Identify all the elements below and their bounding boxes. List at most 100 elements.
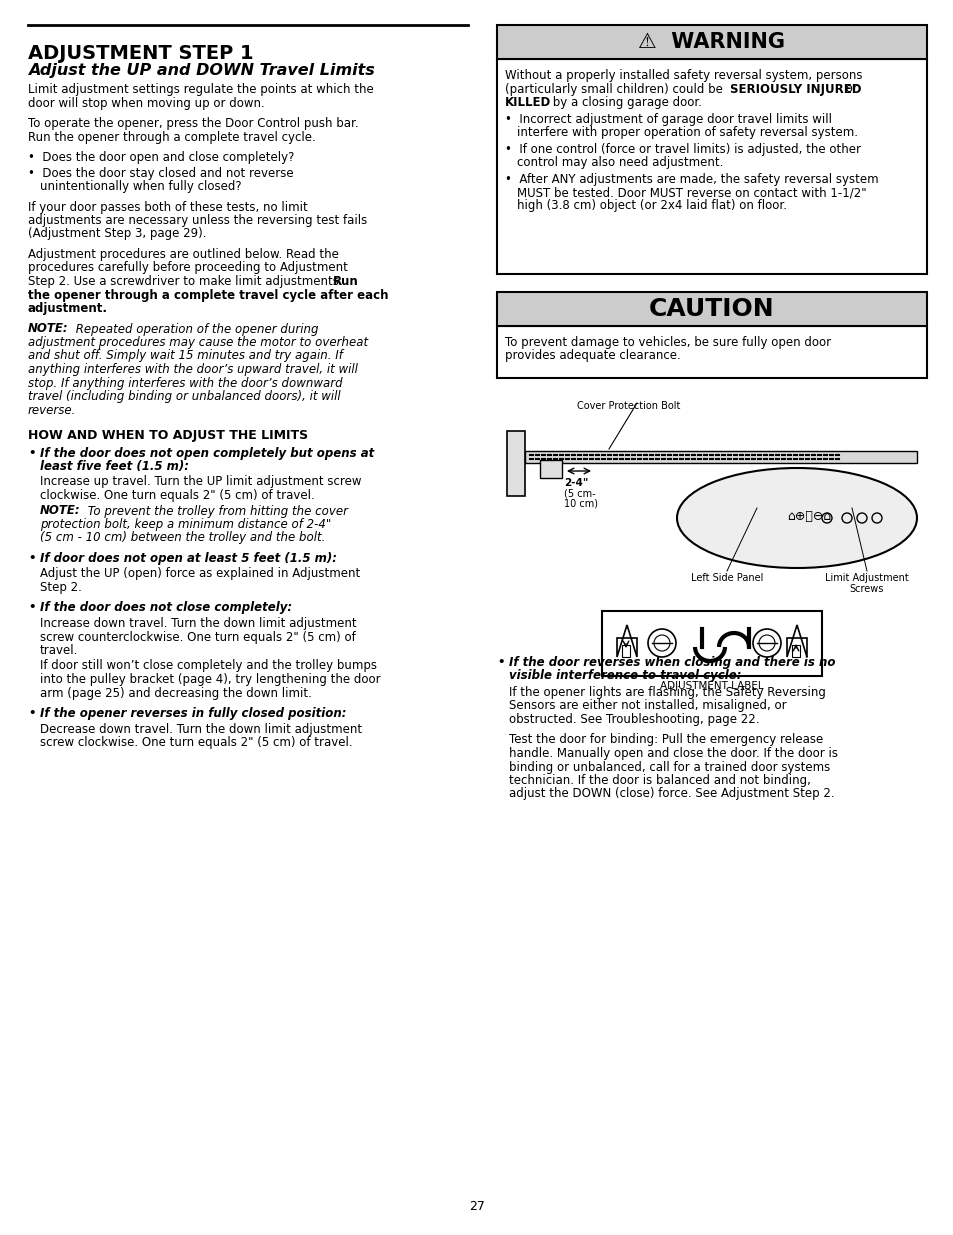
Text: unintentionally when fully closed?: unintentionally when fully closed? — [40, 180, 241, 193]
Text: technician. If the door is balanced and not binding,: technician. If the door is balanced and … — [509, 774, 810, 787]
Circle shape — [654, 635, 669, 651]
Text: •: • — [28, 706, 35, 720]
Text: control may also need adjustment.: control may also need adjustment. — [517, 156, 722, 169]
Text: •: • — [28, 552, 35, 564]
Circle shape — [752, 629, 781, 657]
Text: If the door does not close completely:: If the door does not close completely: — [40, 601, 292, 615]
Text: If the opener lights are flashing, the Safety Reversing: If the opener lights are flashing, the S… — [509, 685, 825, 699]
Text: •: • — [28, 447, 35, 459]
Text: Sensors are either not installed, misaligned, or: Sensors are either not installed, misali… — [509, 699, 786, 713]
Text: CAUTION: CAUTION — [648, 296, 774, 321]
Bar — [497, 59, 926, 274]
Text: Adjust the UP (open) force as explained in Adjustment: Adjust the UP (open) force as explained … — [40, 568, 360, 580]
Text: SERIOUSLY INJURED: SERIOUSLY INJURED — [729, 83, 861, 95]
Bar — [497, 25, 926, 59]
Bar — [539, 459, 561, 478]
Text: 2-4": 2-4" — [563, 478, 588, 488]
Text: visible interference to travel cycle:: visible interference to travel cycle: — [509, 669, 740, 683]
Text: NOTE:: NOTE: — [28, 322, 69, 336]
Bar — [497, 326, 926, 378]
Text: Cover Protection Bolt: Cover Protection Bolt — [577, 401, 679, 411]
Text: interfere with proper operation of safety reversal system.: interfere with proper operation of safet… — [517, 126, 857, 140]
Circle shape — [759, 635, 774, 651]
Text: •  Does the door stay closed and not reverse: • Does the door stay closed and not reve… — [28, 167, 294, 179]
Text: high (3.8 cm) object (or 2x4 laid flat) on floor.: high (3.8 cm) object (or 2x4 laid flat) … — [517, 200, 786, 212]
Text: Left Side Panel: Left Side Panel — [690, 573, 762, 583]
Text: protection bolt, keep a minimum distance of 2-4": protection bolt, keep a minimum distance… — [40, 517, 331, 531]
Text: and shut off. Simply wait 15 minutes and try again. If: and shut off. Simply wait 15 minutes and… — [28, 350, 342, 363]
Text: ⚠  WARNING: ⚠ WARNING — [638, 32, 784, 52]
Text: clockwise. One turn equals 2" (5 cm) of travel.: clockwise. One turn equals 2" (5 cm) of … — [40, 489, 314, 501]
Text: stop. If anything interferes with the door’s downward: stop. If anything interferes with the do… — [28, 377, 342, 389]
Text: into the pulley bracket (page 4), try lengthening the door: into the pulley bracket (page 4), try le… — [40, 673, 380, 685]
Text: Increase down travel. Turn the down limit adjustment: Increase down travel. Turn the down limi… — [40, 618, 356, 630]
Text: arm (page 25) and decreasing the down limit.: arm (page 25) and decreasing the down li… — [40, 687, 312, 699]
Text: provides adequate clearance.: provides adequate clearance. — [504, 350, 680, 363]
Text: Step 2.: Step 2. — [40, 580, 82, 594]
Text: Step 2. Use a screwdriver to make limit adjustments.: Step 2. Use a screwdriver to make limit … — [28, 275, 346, 288]
Text: HOW AND WHEN TO ADJUST THE LIMITS: HOW AND WHEN TO ADJUST THE LIMITS — [28, 429, 308, 442]
Text: Without a properly installed safety reversal system, persons: Without a properly installed safety reve… — [504, 69, 862, 82]
Text: procedures carefully before proceeding to Adjustment: procedures carefully before proceeding t… — [28, 262, 348, 274]
Text: reverse.: reverse. — [28, 404, 76, 416]
Text: If the opener reverses in fully closed position:: If the opener reverses in fully closed p… — [40, 706, 346, 720]
Text: adjust the DOWN (close) force. See Adjustment Step 2.: adjust the DOWN (close) force. See Adjus… — [509, 788, 834, 800]
Text: Run: Run — [333, 275, 358, 288]
Text: If the door reverses when closing and there is no: If the door reverses when closing and th… — [509, 656, 835, 669]
Text: •  If one control (force or travel limits) is adjusted, the other: • If one control (force or travel limits… — [504, 142, 861, 156]
Text: screw clockwise. One turn equals 2" (5 cm) of travel.: screw clockwise. One turn equals 2" (5 c… — [40, 736, 353, 748]
Text: Adjust the UP and DOWN Travel Limits: Adjust the UP and DOWN Travel Limits — [28, 63, 375, 78]
Text: If the door does not open completely but opens at: If the door does not open completely but… — [40, 447, 374, 459]
Text: the opener through a complete travel cycle after each: the opener through a complete travel cyc… — [28, 289, 388, 301]
Text: ⌂⊕⧖⊖⌂: ⌂⊕⧖⊖⌂ — [786, 510, 830, 522]
Text: ADJUSTMENT LABEL: ADJUSTMENT LABEL — [659, 680, 763, 692]
Text: Run the opener through a complete travel cycle.: Run the opener through a complete travel… — [28, 131, 315, 143]
Text: least five feet (1.5 m):: least five feet (1.5 m): — [40, 459, 189, 473]
Text: •: • — [28, 601, 35, 615]
Text: adjustments are necessary unless the reversing test fails: adjustments are necessary unless the rev… — [28, 214, 367, 227]
Text: If door does not open at least 5 feet (1.5 m):: If door does not open at least 5 feet (1… — [40, 552, 336, 564]
Text: •  Incorrect adjustment of garage door travel limits will: • Incorrect adjustment of garage door tr… — [504, 112, 831, 126]
Text: screw counterclockwise. One turn equals 2" (5 cm) of: screw counterclockwise. One turn equals … — [40, 631, 355, 643]
Text: Decrease down travel. Turn the down limit adjustment: Decrease down travel. Turn the down limi… — [40, 722, 362, 736]
Text: ADJUSTMENT STEP 1: ADJUSTMENT STEP 1 — [28, 44, 253, 63]
Circle shape — [647, 629, 676, 657]
Text: To operate the opener, press the Door Control push bar.: To operate the opener, press the Door Co… — [28, 117, 358, 130]
Text: adjustment procedures may cause the motor to overheat: adjustment procedures may cause the moto… — [28, 336, 368, 350]
Ellipse shape — [677, 468, 916, 568]
Text: If door still won’t close completely and the trolley bumps: If door still won’t close completely and… — [40, 659, 376, 673]
Text: MUST be tested. Door MUST reverse on contact with 1-1/2": MUST be tested. Door MUST reverse on con… — [517, 186, 865, 199]
Text: adjustment.: adjustment. — [28, 303, 108, 315]
Text: by a closing garage door.: by a closing garage door. — [548, 96, 701, 109]
Bar — [497, 291, 926, 326]
Text: Adjustment procedures are outlined below. Read the: Adjustment procedures are outlined below… — [28, 248, 338, 261]
Text: KILLED: KILLED — [504, 96, 551, 109]
Text: obstructed. See Troubleshooting, page 22.: obstructed. See Troubleshooting, page 22… — [509, 713, 759, 726]
Text: (5 cm - 10 cm) between the trolley and the bolt.: (5 cm - 10 cm) between the trolley and t… — [40, 531, 325, 545]
Bar — [601, 611, 821, 676]
Text: travel.: travel. — [40, 643, 78, 657]
Text: Repeated operation of the opener during: Repeated operation of the opener during — [71, 322, 318, 336]
Bar — [524, 451, 916, 463]
Text: Increase up travel. Turn the UP limit adjustment screw: Increase up travel. Turn the UP limit ad… — [40, 475, 361, 489]
Text: handle. Manually open and close the door. If the door is: handle. Manually open and close the door… — [509, 747, 837, 760]
Text: or: or — [841, 83, 857, 95]
Text: To prevent the trolley from hitting the cover: To prevent the trolley from hitting the … — [84, 505, 348, 517]
Text: 10 cm): 10 cm) — [563, 499, 598, 509]
Text: To prevent damage to vehicles, be sure fully open door: To prevent damage to vehicles, be sure f… — [504, 336, 830, 350]
Text: NOTE:: NOTE: — [40, 505, 81, 517]
Text: Test the door for binding: Pull the emergency release: Test the door for binding: Pull the emer… — [509, 734, 822, 746]
Text: •  Does the door open and close completely?: • Does the door open and close completel… — [28, 151, 294, 164]
Text: •  After ANY adjustments are made, the safety reversal system: • After ANY adjustments are made, the sa… — [504, 173, 878, 185]
Text: (particularly small children) could be: (particularly small children) could be — [504, 83, 726, 95]
Text: 27: 27 — [469, 1200, 484, 1213]
Text: Limit Adjustment: Limit Adjustment — [824, 573, 908, 583]
Text: (Adjustment Step 3, page 29).: (Adjustment Step 3, page 29). — [28, 227, 206, 241]
Text: door will stop when moving up or down.: door will stop when moving up or down. — [28, 96, 265, 110]
Text: travel (including binding or unbalanced doors), it will: travel (including binding or unbalanced … — [28, 390, 340, 403]
Text: anything interferes with the door’s upward travel, it will: anything interferes with the door’s upwa… — [28, 363, 357, 375]
Text: binding or unbalanced, call for a trained door systems: binding or unbalanced, call for a traine… — [509, 761, 829, 773]
Bar — [621, 645, 629, 657]
Bar — [791, 645, 800, 657]
Bar — [506, 431, 524, 496]
